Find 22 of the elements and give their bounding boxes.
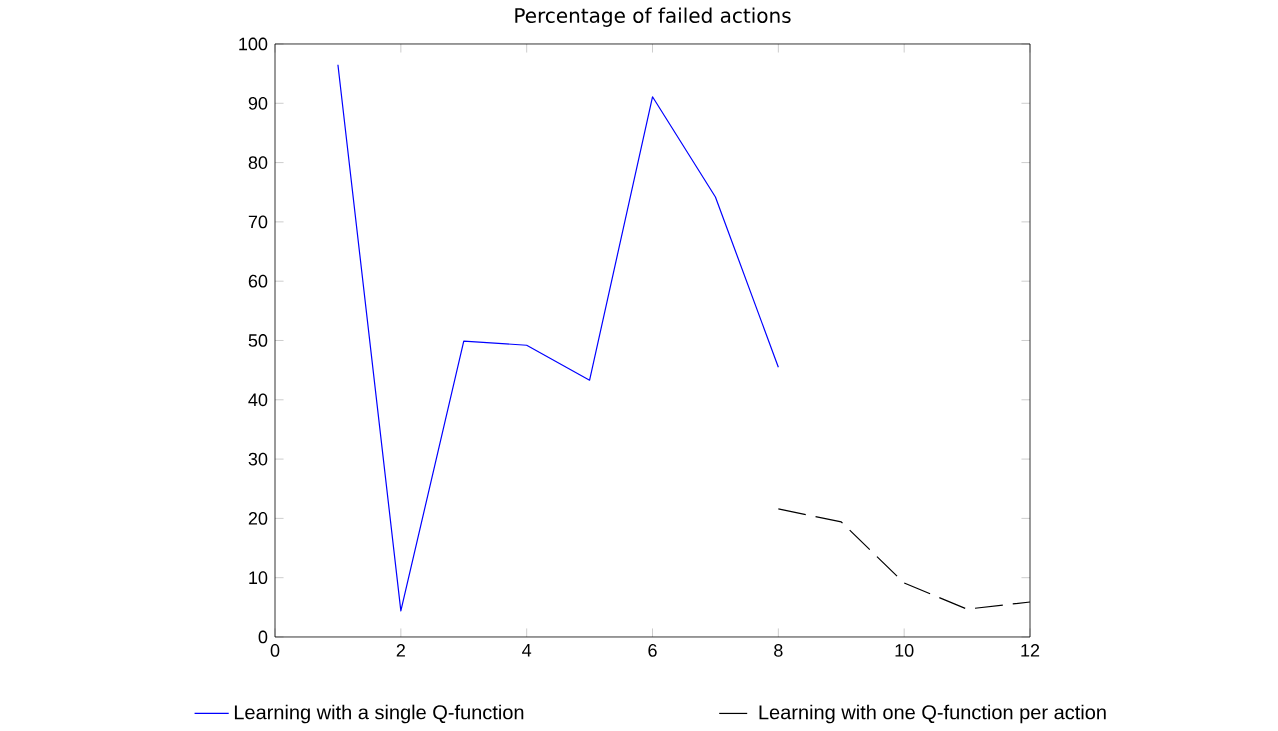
y-tick-label: 80 <box>248 156 268 169</box>
y-tick-label: 30 <box>248 452 268 466</box>
x-tick-label: 4 <box>522 644 532 657</box>
x-tick-label: 6 <box>648 644 657 657</box>
x-tick-label: 2 <box>396 644 405 657</box>
x-tick-label: 8 <box>774 644 783 657</box>
y-tick-label: 20 <box>248 512 268 525</box>
y-tick-label: 60 <box>248 274 268 288</box>
line-series <box>337 64 779 612</box>
y-tick-label: 40 <box>248 393 268 407</box>
y-tick-label: 100 <box>239 37 268 51</box>
y-tick-label: 50 <box>248 334 268 347</box>
legend-label: Learning with one Q-function per action <box>759 704 1106 724</box>
chart-title: Percentage of failed actions <box>515 7 791 27</box>
legend-label: Learning with a single Q-function <box>234 704 524 724</box>
y-tick-label: 70 <box>248 215 268 229</box>
x-tick-label: 0 <box>270 644 280 657</box>
y-tick-label: 0 <box>258 630 268 644</box>
x-tick-label: 12 <box>1021 644 1040 657</box>
y-tick-label: 90 <box>248 96 268 110</box>
y-tick-label: 10 <box>249 571 268 585</box>
x-tick-label: 10 <box>895 644 914 657</box>
